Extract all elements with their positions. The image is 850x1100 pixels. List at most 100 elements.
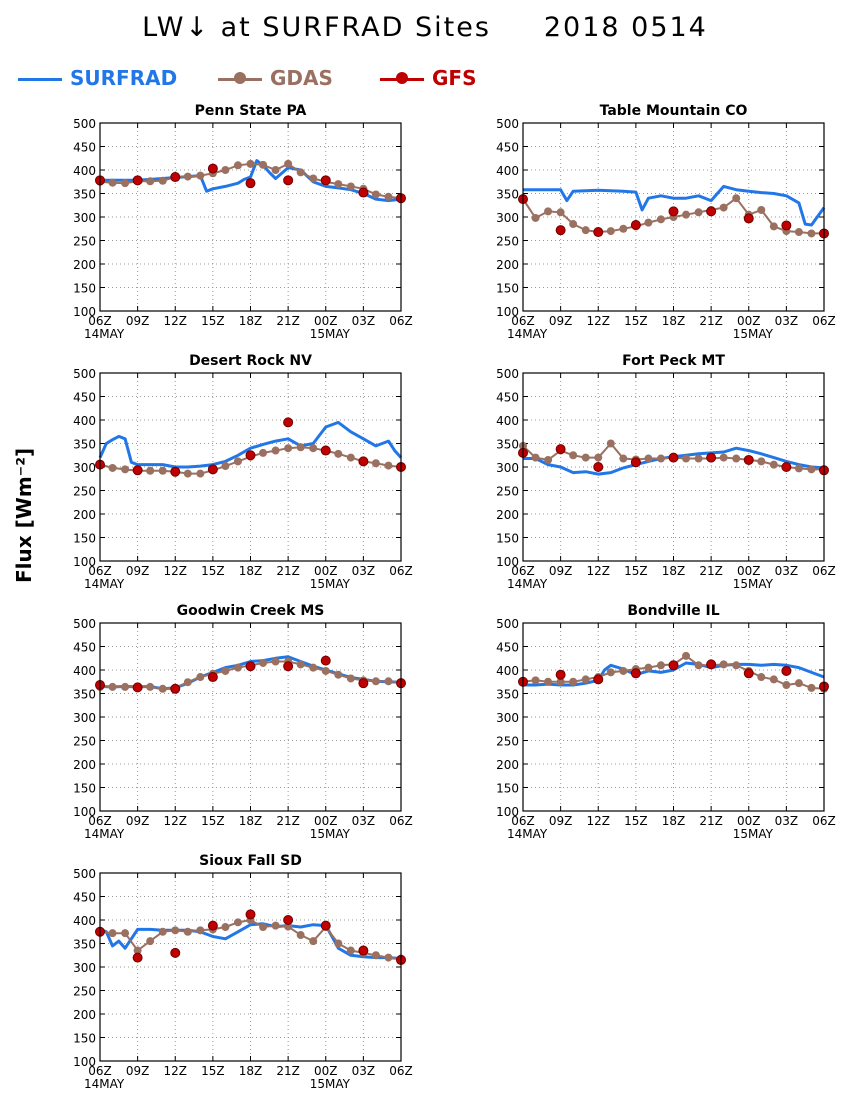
data-point-gfs [743,213,754,224]
data-point-gdas [719,660,728,669]
data-point-gdas [384,953,393,962]
plot-frame [99,622,402,812]
x-date-label: 15MAY [310,577,351,591]
x-date-label: 14MAY [507,577,548,591]
data-point-gdas [371,677,380,686]
data-point-gdas [259,658,268,667]
data-point-gdas [544,207,553,216]
x-tick-label: 03Z [775,564,799,578]
x-tick-label: 12Z [587,814,611,828]
y-tick-label: 250 [496,735,519,749]
data-point-gdas [606,439,615,448]
data-point-gdas [196,171,205,180]
y-tick-label: 250 [73,485,96,499]
x-tick-label: 06Z [88,814,112,828]
data-point-gdas [682,454,691,463]
panel-title: Bondville IL [627,603,719,619]
y-tick-label: 100 [73,1055,96,1069]
x-tick-label: 12Z [164,814,188,828]
data-point-gdas [531,453,540,462]
x-tick-label: 00Z [737,314,761,328]
x-tick-label: 15Z [624,564,648,578]
panel-title: Goodwin Creek MS [177,603,325,619]
data-point-gdas [196,469,205,478]
y-tick-label: 300 [496,461,519,475]
data-point-gdas [271,166,280,174]
data-point-gdas [556,677,565,686]
data-point-gdas [544,677,553,686]
data-point-gdas [682,210,691,219]
y-tick-label: 450 [496,141,519,155]
x-tick-label: 09Z [549,564,573,578]
x-tick-label: 15Z [624,814,648,828]
x-tick-label: 21Z [699,814,723,828]
data-point-gfs [555,444,566,455]
data-point-gfs [207,920,218,931]
data-point-gdas [794,464,803,473]
x-tick-label: 00Z [737,564,761,578]
data-point-gdas [334,180,343,189]
y-tick-label: 500 [73,367,96,381]
data-point-gfs [630,668,641,679]
x-tick-label: 06Z [511,814,535,828]
y-tick-label: 150 [73,282,96,296]
y-tick-label: 250 [496,485,519,499]
y-tick-label: 150 [73,532,96,546]
y-tick-label: 300 [496,211,519,225]
data-point-gdas [233,161,242,170]
data-point-gdas [146,466,155,475]
y-tick-label: 200 [496,508,519,522]
data-point-gdas [656,454,665,463]
x-tick-label: 03Z [352,314,376,328]
data-point-gdas [694,454,703,463]
data-point-gdas [807,683,816,692]
data-point-gfs [706,206,717,217]
x-tick-label: 03Z [775,814,799,828]
y-tick-label: 200 [73,258,96,272]
data-point-gdas [221,923,230,932]
panel-sioux-fall-sd: Sioux Fall SD 100 150 200 250 300 350 400 450 500… [73,853,413,1091]
data-point-gdas [371,190,380,199]
data-point-gfs [170,683,181,694]
x-tick-label: 09Z [126,314,150,328]
x-tick-label: 18Z [239,814,263,828]
data-point-gfs [245,661,256,672]
data-point-gdas [644,218,653,227]
data-point-gdas [121,465,130,474]
data-point-gdas [807,465,816,474]
data-point-gfs [668,452,679,463]
x-tick-label: 18Z [239,1064,263,1078]
data-point-gdas [732,454,741,463]
y-tick-label: 450 [496,641,519,655]
data-point-gdas [644,663,653,672]
data-point-gdas [121,682,130,691]
data-point-gdas [171,926,180,935]
data-point-gfs [245,178,256,189]
data-point-gdas [259,923,268,932]
panel-title: Penn State PA [195,103,307,119]
y-tick-label: 150 [496,282,519,296]
plot-frame [522,122,825,312]
y-tick-label: 500 [73,117,96,131]
legend-label-gfs: GFS [432,66,477,90]
data-point-gdas [769,460,778,469]
y-tick-label: 150 [73,782,96,796]
data-point-gdas [321,666,330,675]
data-point-gdas [221,166,230,174]
y-tick-label: 500 [496,117,519,131]
x-tick-label: 06Z [812,814,836,828]
panel-title: Table Mountain CO [600,103,748,119]
data-point-gdas [108,929,117,938]
x-tick-label: 09Z [549,814,573,828]
data-point-gfs [593,674,604,685]
x-date-label: 15MAY [310,1077,351,1091]
x-date-label: 14MAY [84,327,125,341]
y-tick-label: 500 [496,367,519,381]
data-point-gdas [133,946,142,955]
panel-title: Fort Peck MT [622,353,725,369]
data-point-gdas [384,677,393,686]
data-point-gdas [284,159,293,168]
data-point-gdas [569,220,578,229]
data-point-gfs [283,915,294,925]
